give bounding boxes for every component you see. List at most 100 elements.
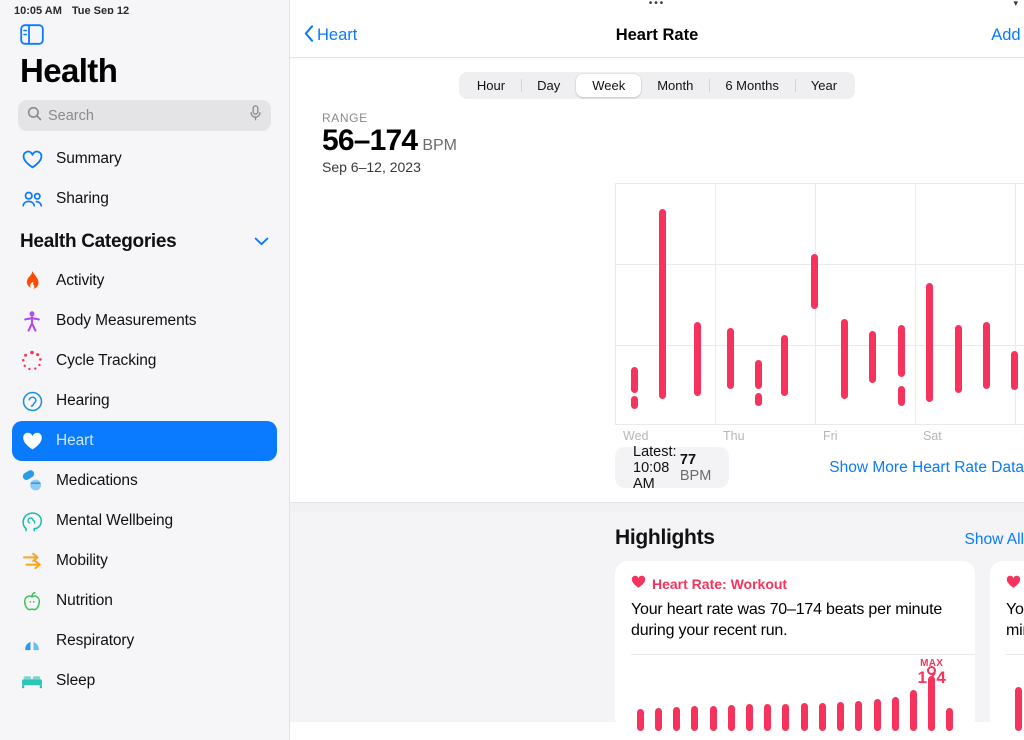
chart-plot-area[interactable]	[615, 183, 1024, 425]
tab-day[interactable]: Day	[521, 74, 576, 97]
sidebar-item-mental-wellbeing[interactable]: Mental Wellbeing	[12, 501, 277, 541]
heart-filled-icon	[20, 429, 44, 453]
mini-chart-max-dot	[927, 666, 937, 676]
chart-range-bar[interactable]	[926, 283, 933, 403]
apple-icon	[20, 589, 44, 613]
tab-hour[interactable]: Hour	[476, 78, 506, 93]
card-divider	[1006, 653, 1024, 655]
sidebar-toggle-icon[interactable]	[20, 24, 44, 46]
chevron-down-icon[interactable]	[254, 233, 269, 251]
highlight-mini-chart: MAX 74	[1006, 661, 1024, 731]
range-label: RANGE	[322, 111, 368, 125]
sidebar-item-label: Sharing	[56, 190, 109, 207]
window-notch: ••• ▾	[290, 0, 1024, 14]
highlight-text: Your heart rate was 70–174 beats per min…	[631, 601, 943, 639]
mini-chart-bar	[946, 708, 954, 731]
latest-value: 77 BPM	[680, 452, 711, 484]
mini-chart-bar	[709, 705, 717, 731]
tab-week[interactable]: Week	[576, 74, 642, 97]
tab-month[interactable]: Month	[657, 78, 694, 93]
status-bar: 10:05 AM Tue Sep 12	[0, 0, 289, 15]
chart-range-bar[interactable]	[755, 392, 762, 406]
chart-range-bar[interactable]	[841, 318, 848, 400]
mini-chart-bar	[855, 700, 863, 731]
heart-filled-icon	[1006, 575, 1021, 592]
sidebar-item-hearing[interactable]: Hearing	[12, 381, 277, 421]
mini-chart-bar	[636, 708, 644, 731]
sidebar-item-heart[interactable]: Heart	[12, 421, 277, 461]
chart-range-bar[interactable]	[781, 334, 788, 396]
chart-range-bar[interactable]	[755, 360, 762, 390]
sidebar-item-sleep[interactable]: Sleep	[12, 661, 277, 701]
card-divider	[631, 653, 975, 655]
app-title: Health	[20, 52, 118, 89]
latest-value-unit: BPM	[679, 467, 712, 484]
arrows-icon	[20, 549, 44, 573]
chart-range-bar[interactable]	[955, 324, 962, 393]
chart-range-bar[interactable]	[659, 208, 666, 400]
chart-range-bar[interactable]	[983, 321, 990, 390]
heart-filled-icon	[631, 575, 646, 592]
status-time: 10:05 AM	[14, 5, 62, 15]
back-button-label: Heart	[317, 26, 358, 44]
sidebar-item-medications[interactable]: Medications	[12, 461, 277, 501]
sidebar: 10:05 AM Tue Sep 12 Health	[0, 0, 290, 740]
mini-chart-bar	[691, 706, 699, 731]
sidebar-item-summary[interactable]: Summary	[12, 139, 277, 179]
sidebar-item-body-measurements[interactable]: Body Measurements	[12, 301, 277, 341]
health-categories-header[interactable]: Health Categories	[20, 231, 269, 253]
mini-chart-bar	[764, 703, 772, 731]
sidebar-item-activity[interactable]: Activity	[12, 261, 277, 301]
tab-6-months[interactable]: 6 Months	[709, 74, 794, 97]
show-more-heart-rate-data-link[interactable]: Show More Heart Rate Data	[829, 458, 1024, 476]
body-icon	[20, 309, 44, 333]
mini-chart-bar	[1015, 686, 1023, 731]
microphone-icon[interactable]	[249, 105, 262, 126]
chart-range-bar[interactable]	[1011, 350, 1018, 390]
back-button[interactable]: Heart	[304, 24, 358, 47]
chart-gridline-vertical	[915, 183, 916, 425]
search-icon	[27, 106, 42, 126]
mini-chart-max-caption: MAX	[920, 657, 944, 669]
chart-x-axis-labels: WedThuFriSatSunMonTue	[615, 429, 1024, 451]
notch-indicator-icon: ▾	[1013, 0, 1018, 8]
chart-range-bar[interactable]	[811, 253, 818, 309]
heart-outline-icon	[20, 147, 44, 171]
heart-rate-chart[interactable]: WedThuFriSatSunMonTue	[290, 183, 1024, 443]
chart-range-bar[interactable]	[631, 366, 638, 393]
sidebar-item-label: Mental Wellbeing	[56, 512, 174, 529]
pills-icon	[20, 469, 44, 493]
sidebar-item-label: Nutrition	[56, 592, 113, 609]
add-data-button[interactable]: Add Data	[991, 26, 1024, 44]
highlight-card-sleep[interactable]: Heart Rate: Sleep Your heart rate ranged…	[990, 561, 1024, 731]
sidebar-item-respiratory[interactable]: Respiratory	[12, 621, 277, 661]
show-all-highlights-link[interactable]: Show All	[964, 531, 1024, 548]
sidebar-item-label: Sleep	[56, 672, 96, 689]
sidebar-item-mobility[interactable]: Mobility	[12, 541, 277, 581]
chart-range-bar[interactable]	[727, 328, 734, 390]
chart-range-bar[interactable]	[694, 321, 701, 396]
highlight-card-workout[interactable]: Heart Rate: Workout Your heart rate was …	[615, 561, 975, 731]
chart-range-bar[interactable]	[869, 331, 876, 384]
range-summary: RANGE 56–174 BPM Sep 6–12, 2023	[290, 105, 1024, 175]
ear-icon	[20, 389, 44, 413]
section-divider	[290, 502, 1024, 512]
sidebar-item-sharing[interactable]: Sharing	[12, 179, 277, 219]
chart-range-bar[interactable]	[898, 386, 905, 406]
chart-gridline-vertical	[715, 183, 716, 425]
chart-range-bar[interactable]	[631, 395, 638, 409]
sidebar-item-label: Heart	[56, 432, 94, 449]
latest-reading-pill[interactable]: Latest: 10:08 AM 77 BPM	[615, 444, 730, 492]
people-icon	[20, 187, 44, 211]
highlights-card-list: Heart Rate: Workout Your heart rate was …	[290, 550, 1024, 731]
chart-range-bar[interactable]	[898, 324, 905, 377]
mini-chart-bar	[782, 703, 790, 731]
sidebar-item-cycle-tracking[interactable]: Cycle Tracking	[12, 341, 277, 381]
range-value-number: 56–174	[322, 124, 418, 157]
sidebar-item-nutrition[interactable]: Nutrition	[12, 581, 277, 621]
search-field[interactable]	[18, 100, 271, 131]
mini-chart-bar	[818, 702, 826, 731]
search-input[interactable]	[48, 107, 243, 124]
sidebar-item-label: Medications	[56, 472, 138, 489]
tab-year[interactable]: Year	[794, 74, 853, 97]
